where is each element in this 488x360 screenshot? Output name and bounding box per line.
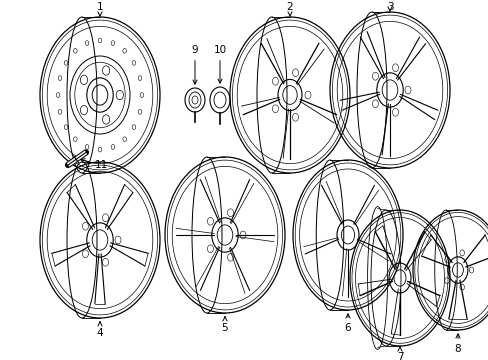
- Text: 2: 2: [286, 2, 293, 16]
- Text: 10: 10: [213, 45, 226, 83]
- Text: 7: 7: [396, 346, 403, 360]
- Text: 1: 1: [97, 2, 103, 16]
- Text: 8: 8: [454, 334, 460, 354]
- Text: 4: 4: [97, 322, 103, 338]
- Text: 6: 6: [344, 314, 350, 333]
- Text: 3: 3: [386, 2, 392, 12]
- Text: 11: 11: [81, 159, 108, 170]
- Text: 9: 9: [191, 45, 198, 84]
- Text: 5: 5: [221, 317, 228, 333]
